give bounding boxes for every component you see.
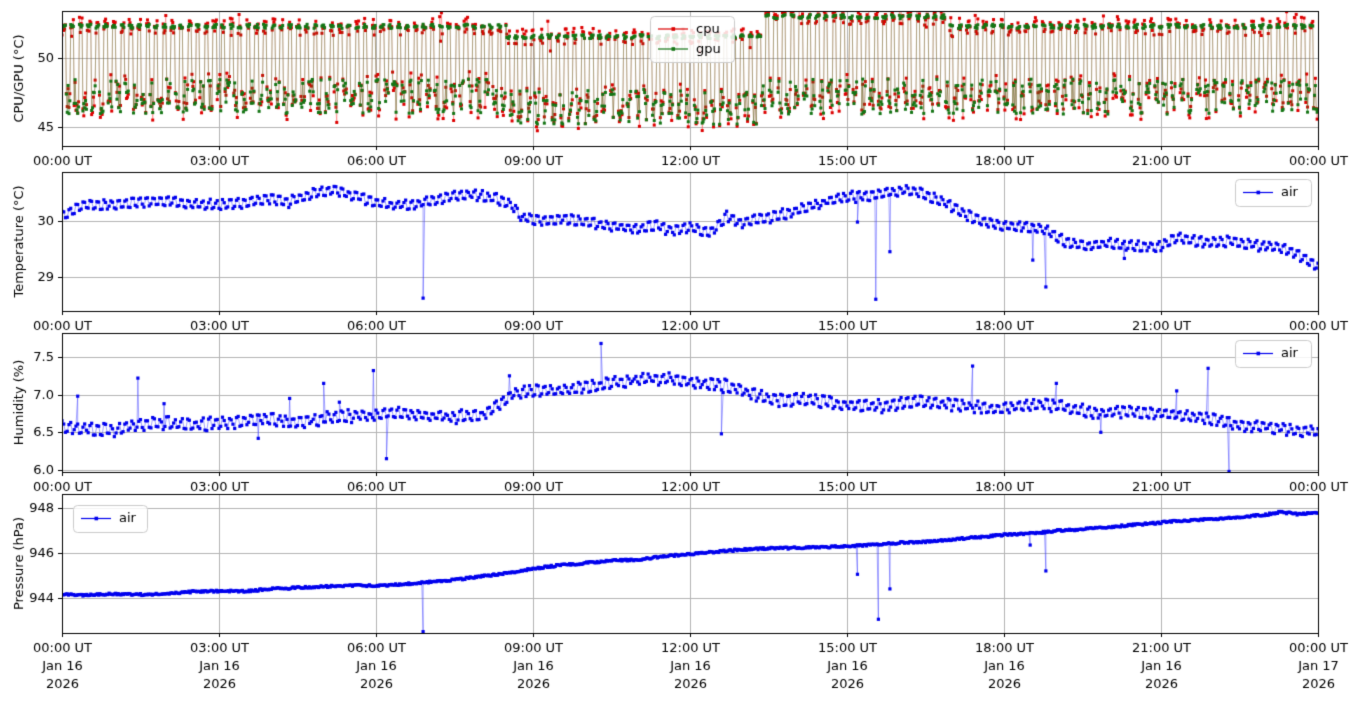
sensor-dashboard-canvas	[0, 0, 1354, 707]
sensor-time-series-figure	[0, 0, 1354, 707]
